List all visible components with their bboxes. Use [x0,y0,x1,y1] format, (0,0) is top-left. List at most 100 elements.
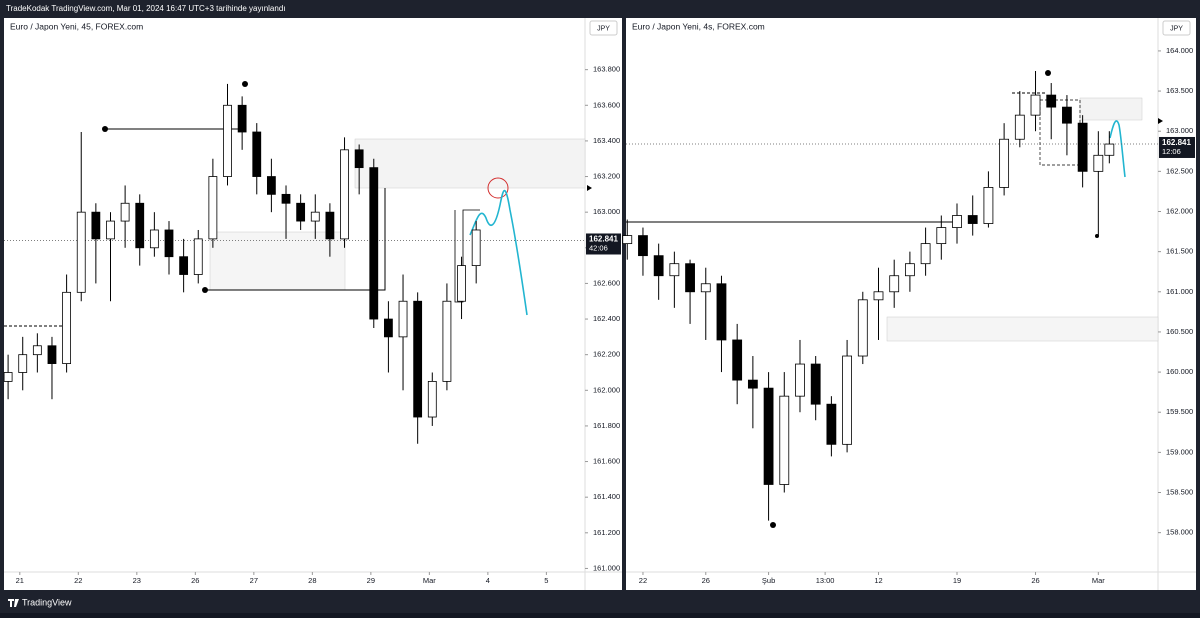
candle-body [1062,106,1072,124]
y-tick-label: 162.600 [593,278,620,287]
candle-body [999,138,1010,188]
candle-body [369,167,379,320]
zone [1079,97,1143,121]
countdown: 12:06 [1162,147,1181,156]
last-price-label: 162.841 [589,235,618,244]
candle-body [889,275,900,293]
y-tick-label: 161.000 [593,563,620,572]
x-tick-label: 26 [1031,576,1039,585]
y-tick-label: 159.000 [1166,447,1193,456]
pivot-dot [102,126,108,132]
candle-body [164,229,174,258]
x-tick-label: 22 [639,576,647,585]
x-tick-label: 13:00 [816,576,835,585]
chart-title: Euro / Japon Yeni, 45, FOREX.com [10,21,143,31]
candle-body [1014,114,1025,140]
projection-path [469,189,528,316]
x-tick-label: 5 [544,576,548,585]
last-price-box [1159,136,1195,158]
pivot-dot [242,81,248,87]
x-tick-label: 26 [702,576,710,585]
range-box [454,209,480,303]
candle-body [3,372,13,382]
candle-body [810,363,821,405]
y-tick-label: 163.200 [593,172,620,181]
currency: JPY [597,25,610,32]
y-tick-label: 164.000 [1166,46,1193,55]
candle-body [873,291,884,301]
left-panel [4,18,622,590]
y-tick-label: 159.500 [1166,407,1193,416]
currency: JPY [1170,25,1183,32]
chart-title: Euro / Japon Yeni, 4s, FOREX.com [632,21,765,31]
candle-body [62,291,72,364]
candle-body [1046,94,1057,108]
brand: TradingView [22,597,72,607]
candle-body [1077,122,1088,172]
candle-body [193,238,203,275]
candle-body [905,263,915,277]
candle-body [398,300,408,338]
y-tick-label: 162.000 [593,385,620,394]
candle-body [237,104,247,133]
candle-body [340,149,349,240]
y-tick-label: 161.600 [593,457,620,466]
candle-body [795,363,805,397]
candle-body [638,235,648,257]
candle-body [91,211,101,240]
x-tick-label: 22 [74,576,82,585]
candle-body [471,229,481,267]
currency-box [589,20,618,36]
candle-body [967,215,978,224]
zone [209,231,346,291]
brand-logo [8,599,19,607]
candle-body [354,149,364,169]
candle-body [281,193,291,204]
y-tick-label: 163.800 [593,65,620,74]
candle-body [18,354,28,373]
candle-body [179,256,189,275]
right-drawings [626,70,1159,528]
candle-body [920,243,931,265]
y-tick-label: 158.000 [1166,528,1193,537]
candle-body [669,263,680,277]
candle-body [427,380,437,418]
x-tick-label: Mar [1092,576,1105,585]
candle-body [1104,143,1115,156]
left-drawings [4,81,586,327]
y-tick-label: 162.200 [593,350,620,359]
y-tick-label: 163.000 [1166,126,1193,135]
candle-body [732,339,743,381]
pivot-dot [770,522,776,528]
candle-body [716,283,727,341]
currency-box [1162,20,1191,36]
candle-body [952,215,962,228]
x-tick-label: 23 [133,576,141,585]
candle-body [747,379,758,389]
y-tick-label: 163.400 [593,136,620,145]
candle-body [47,345,57,364]
last-price-box [586,233,621,255]
candle-body [653,255,664,277]
x-tick-label: 4 [486,576,490,585]
x-tick-label: 26 [191,576,199,585]
candle-body [310,211,320,222]
candle-body [120,202,130,222]
y-tick-label: 160.500 [1166,327,1193,336]
countdown: 42:06 [589,243,608,252]
y-tick-label: 162.500 [1166,166,1193,175]
candle-body [223,104,232,177]
x-tick-label: Mar [423,576,436,585]
candle-body [208,176,218,240]
header-text: TradeKodak TradingView.com, Mar 01, 2024… [6,4,286,13]
y-tick-label: 163.600 [593,100,620,109]
candle-body [296,202,306,222]
right-chart: Euro / Japon Yeni, 4s, FOREX.com JPY 164.0… [622,20,1195,585]
candle-body [622,235,633,245]
zone [886,316,1159,342]
candle-body [266,176,276,195]
pivot-dot [202,287,208,293]
left-chart: Euro / Japon Yeni, 45, FOREX.com JPY 163.8… [3,20,621,585]
x-tick-label: 21 [16,576,24,585]
